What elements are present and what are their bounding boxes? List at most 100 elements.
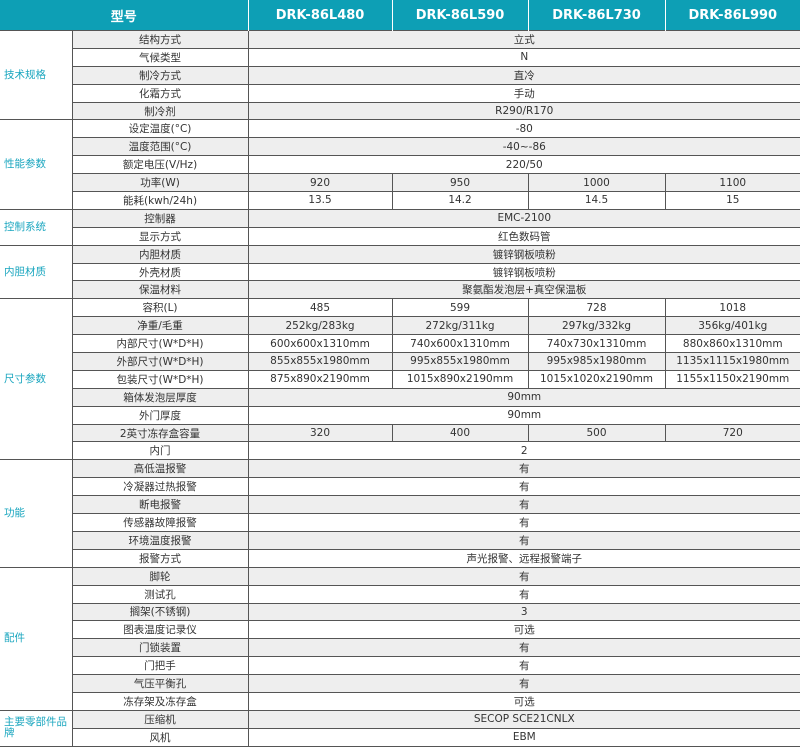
table-row: 性能参数 设定温度(°C) -80: [0, 119, 800, 210]
row-value: 400: [391, 423, 529, 443]
table-row: 报警方式 声光报警、远程报警端子: [0, 548, 800, 568]
table-row: 温度范围(°C) -40~-86: [0, 137, 800, 157]
row-value: 镀锌钢板喷粉: [247, 244, 800, 264]
table-row: 2英寸冻存盒容量 320 400 500 720: [0, 423, 800, 443]
row-label: 保温材料: [71, 280, 249, 300]
row-label: 脚轮: [71, 566, 249, 586]
table-row: 额定电压(V/Hz) 220/50: [0, 155, 800, 175]
table-row: 图表温度记录仪 可选: [0, 620, 800, 640]
row-value: 立式: [247, 30, 800, 49]
row-label: 测试孔: [71, 584, 249, 604]
row-value: 有: [247, 495, 800, 515]
group-label: 技术规格: [0, 29, 73, 121]
row-label: 报警方式: [71, 548, 249, 568]
row-value: 有: [247, 513, 800, 532]
row-label: 内胆材质: [71, 244, 249, 264]
row-value: 14.2: [391, 191, 529, 210]
row-label: 高低温报警: [71, 459, 249, 479]
row-value: 1018: [664, 298, 800, 318]
row-value: 有: [247, 638, 800, 658]
row-label: 搁架(不锈钢): [71, 602, 249, 622]
row-value: 995x855x1980mm: [391, 352, 529, 371]
table-row: 内胆材质 内胆材质 镀锌钢板喷粉: [0, 244, 800, 300]
row-label: 冻存架及冻存盒: [71, 691, 249, 711]
table-row: 外壳材质 镀锌钢板喷粉: [0, 262, 800, 282]
row-value: 272kg/311kg: [391, 316, 529, 336]
table-row: 能耗(kwh/24h) 13.5 14.2 14.5 15: [0, 191, 800, 210]
table-row: 测试孔有: [0, 584, 800, 604]
row-value: 有: [247, 459, 800, 479]
row-value: 728: [527, 298, 666, 318]
row-value: 红色数码管: [247, 226, 800, 246]
table-row: 冷凝器过热报警有: [0, 477, 800, 497]
table-row: 制冷剂 R290/R170: [0, 101, 800, 121]
group-label: 主要零部件品牌: [0, 709, 73, 747]
header-model-label: 型号: [0, 0, 249, 31]
row-value: 855x855x1980mm: [247, 352, 393, 371]
row-label: 能耗(kwh/24h): [71, 191, 249, 210]
row-value: 有: [247, 656, 800, 676]
table-row: 控制系统 控制器 EMC-2100: [0, 208, 800, 246]
table-row: 净重/毛重 252kg/283kg 272kg/311kg 297kg/332kg 35…: [0, 316, 800, 336]
group-label: 配件: [0, 566, 73, 711]
row-value: 1135x1115x1980mm: [664, 352, 800, 371]
row-label: 显示方式: [71, 226, 249, 246]
table-row: 内门 2: [0, 441, 800, 461]
group-label: 内胆材质: [0, 244, 73, 300]
table-row: 配件 脚轮有: [0, 566, 800, 711]
row-value: 297kg/332kg: [527, 316, 666, 336]
row-value: 1000: [527, 173, 666, 193]
row-value: 有: [247, 530, 800, 550]
row-value: 875x890x2190mm: [247, 369, 393, 389]
row-value: 500: [527, 423, 666, 443]
row-label: 容积(L): [71, 298, 249, 318]
table-row: 尺寸参数 容积(L) 485 599 728 1018: [0, 298, 800, 461]
row-value: -80: [247, 119, 800, 139]
row-value: 有: [247, 584, 800, 604]
row-value: 880x860x1310mm: [664, 334, 800, 354]
row-value: 可选: [247, 620, 800, 640]
table-row: 外门厚度 90mm: [0, 405, 800, 425]
row-value: 有: [247, 674, 800, 693]
table-row: 包装尺寸(W*D*H) 875x890x2190mm 1015x890x2190mm…: [0, 369, 800, 389]
row-value: 手动: [247, 83, 800, 103]
row-value: 252kg/283kg: [247, 316, 393, 336]
header-model: DRK-86L990: [665, 0, 800, 31]
row-label: 控制器: [71, 208, 249, 228]
row-label: 外壳材质: [71, 262, 249, 282]
row-value: 声光报警、远程报警端子: [247, 548, 800, 568]
row-value: 直冷: [247, 65, 800, 85]
row-label: 门锁装置: [71, 638, 249, 658]
row-value: EMC-2100: [247, 208, 800, 228]
table-row: 显示方式 红色数码管: [0, 226, 800, 246]
row-value: 1155x1150x2190mm: [664, 369, 800, 389]
table-row: 功率(W) 920 950 1000 1100: [0, 173, 800, 193]
table-row: 外部尺寸(W*D*H) 855x855x1980mm 995x855x1980mm 9…: [0, 352, 800, 371]
header-model: DRK-86L730: [528, 0, 666, 31]
table-row: 门把手有: [0, 656, 800, 676]
row-value: 13.5: [247, 191, 393, 210]
row-value: 320: [247, 423, 393, 443]
row-value: 995x985x1980mm: [527, 352, 666, 371]
row-value: 220/50: [247, 155, 800, 175]
row-label: 风机: [71, 727, 249, 747]
row-label: 功率(W): [71, 173, 249, 193]
header-row: 型号 DRK-86L480 DRK-86L590 DRK-86L730 DRK-…: [0, 0, 800, 31]
row-label: 冷凝器过热报警: [71, 477, 249, 497]
table-row: 保温材料 聚氨酯发泡层+真空保温板: [0, 280, 800, 300]
row-value: N: [247, 47, 800, 67]
row-value: 90mm: [247, 405, 800, 425]
row-label: 额定电压(V/Hz): [71, 155, 249, 175]
row-value: 740x600x1310mm: [391, 334, 529, 354]
table-row: 化霜方式 手动: [0, 83, 800, 103]
header-model: DRK-86L590: [392, 0, 529, 31]
row-label: 包装尺寸(W*D*H): [71, 369, 249, 389]
row-label: 传感器故障报警: [71, 513, 249, 532]
table-row: 箱体发泡层厚度 90mm: [0, 387, 800, 407]
row-value: 356kg/401kg: [664, 316, 800, 336]
row-value: 1015x1020x2190mm: [527, 369, 666, 389]
row-label: 箱体发泡层厚度: [71, 387, 249, 407]
row-value: 599: [391, 298, 529, 318]
row-label: 环境温度报警: [71, 530, 249, 550]
